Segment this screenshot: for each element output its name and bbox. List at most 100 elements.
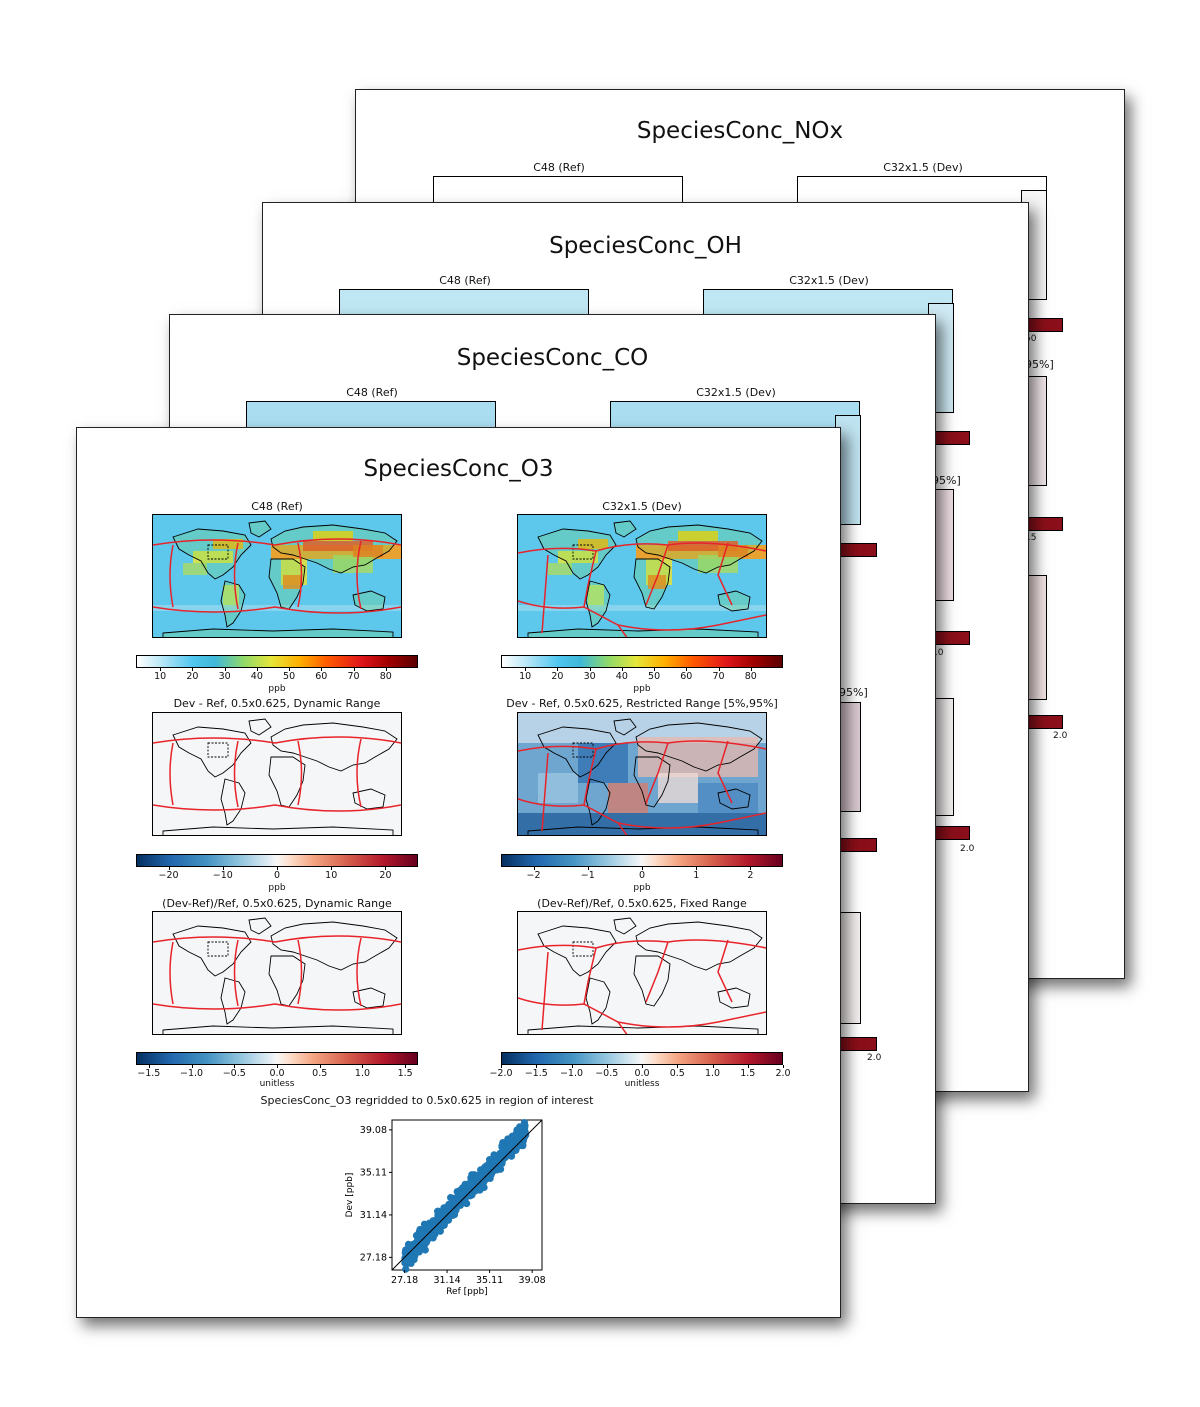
cubed-sphere-edge <box>645 941 669 1003</box>
scatter-point <box>434 1213 442 1221</box>
scatter-point <box>402 1265 410 1273</box>
concentration-blob <box>313 531 353 541</box>
coastline <box>268 955 306 1007</box>
cubed-sphere-edge <box>518 939 766 951</box>
colorbar-tick-label: 60 <box>680 671 693 682</box>
concentration-blob <box>548 563 572 575</box>
difference-blob <box>658 773 698 803</box>
ref-concentration-map <box>152 514 402 638</box>
colorbar-tick-label: −20 <box>158 870 179 881</box>
concentration-blob <box>578 539 608 549</box>
colorbar-tick-label: 0.5 <box>312 1068 328 1079</box>
cubed-sphere-edge <box>583 550 597 608</box>
colorbar-tick-label: −2 <box>526 870 541 881</box>
colorbar-tick-mark <box>501 1065 502 1068</box>
world-map <box>153 515 401 637</box>
coastline <box>270 524 398 574</box>
colorbar-tick-label: 60 <box>315 671 328 682</box>
colorbar-tick-mark <box>405 1065 407 1068</box>
world-map <box>518 515 766 637</box>
colorbar-tick-label: 30 <box>583 671 596 682</box>
cubed-sphere-edge <box>153 538 401 546</box>
cubed-sphere-edge <box>541 752 549 832</box>
coastline <box>248 917 272 935</box>
coastline <box>633 955 671 1007</box>
colorbar-tick-label: 1 <box>693 870 700 881</box>
concentration-blob <box>518 605 766 611</box>
coastline <box>248 520 272 538</box>
dev-concentration-map <box>517 514 767 638</box>
colorbar-tick-mark <box>750 668 752 671</box>
frac-fixed-map <box>517 911 767 1035</box>
concentration-blob <box>283 575 301 589</box>
colorbar-tick-mark <box>571 1065 573 1068</box>
coastline <box>270 921 398 971</box>
y-axis-label: Dev [ppb] <box>345 1173 355 1218</box>
coastline <box>270 722 398 772</box>
concentration-blob <box>333 555 373 573</box>
coastline <box>162 826 394 835</box>
scatter-point <box>473 1172 481 1180</box>
coastline <box>162 1025 394 1034</box>
dev-panel-title: C32x1.5 (Dev) <box>789 274 869 287</box>
diff-dynamic-colorbar <box>136 854 418 867</box>
diff-restricted-map <box>517 712 767 836</box>
colorbar-tick-label: 20 <box>551 671 564 682</box>
colorbar-tick-label: 2 <box>747 870 754 881</box>
coastline <box>585 580 611 628</box>
frac-fixed-title: (Dev-Ref)/Ref, 0.5x0.625, Fixed Range <box>537 897 747 910</box>
difference-blob <box>578 743 628 783</box>
x-tick-label: 39.08 <box>519 1275 546 1286</box>
colorbar-tick-mark <box>712 1065 714 1068</box>
dev-panel-title: C32x1.5 (Dev) <box>696 386 776 399</box>
colorbar-tick-label: 0 <box>638 870 646 881</box>
concentration-blob <box>183 563 207 575</box>
world-map <box>153 713 401 835</box>
colorbar-tick-mark <box>256 668 258 671</box>
coastline <box>635 722 763 772</box>
colorbar-tick-label: 70 <box>712 671 725 682</box>
colorbar-tick-mark <box>319 1065 321 1068</box>
colorbar-tick-mark <box>362 1065 364 1068</box>
cubed-sphere-edge <box>233 740 239 808</box>
scatter-point <box>412 1247 420 1256</box>
cubed-sphere-edge <box>153 1003 401 1011</box>
coastline <box>537 925 617 977</box>
ref-panel-title: C48 (Ref) <box>251 500 303 513</box>
tick-label: 2.0 <box>1053 731 1068 741</box>
concentration-blob <box>213 539 243 549</box>
region-of-interest-box <box>207 941 229 957</box>
colorbar-tick-label: 10 <box>325 870 338 881</box>
colorbar-tick-mark <box>557 668 559 671</box>
page-title: SpeciesConc_O3 <box>363 456 554 482</box>
colorbar-tick-label: −1.5 <box>524 1068 548 1079</box>
region-of-interest-box <box>572 941 594 957</box>
cubed-sphere-edge <box>583 748 597 806</box>
ref-panel-title: C48 (Ref) <box>439 274 491 287</box>
colorbar-tick-label: 80 <box>379 671 392 682</box>
colorbar-tick-mark <box>148 1065 150 1068</box>
coastline <box>172 726 252 778</box>
scatter-point <box>483 1163 492 1172</box>
colorbar-edge <box>835 1037 877 1051</box>
colorbar-tick-label: 0.0 <box>269 1068 285 1079</box>
cubed-sphere-edge <box>153 736 401 744</box>
coastline <box>585 977 611 1025</box>
coastline <box>633 558 671 610</box>
cubed-sphere-edge <box>541 554 549 634</box>
concentration-blob <box>718 545 748 557</box>
concentration-blob <box>193 551 233 563</box>
colorbar-tick-mark <box>168 867 170 870</box>
scatter-point <box>479 1169 487 1177</box>
frac-dynamic-colorbar-unit: unitless <box>259 1079 295 1089</box>
scatter-point <box>440 1212 448 1220</box>
colorbar-tick-mark <box>587 867 589 870</box>
page-title: SpeciesConc_OH <box>549 233 742 259</box>
colorbar-tick-label: −1.0 <box>179 1068 204 1079</box>
colorbar-tick-label: 0.0 <box>634 1068 650 1079</box>
colorbar-tick-mark <box>589 668 591 671</box>
colorbar-tick-label: −2.0 <box>489 1068 513 1079</box>
scatter-point <box>416 1225 424 1234</box>
ref-concentration-colorbar <box>136 655 418 668</box>
scatter-point <box>473 1182 482 1190</box>
